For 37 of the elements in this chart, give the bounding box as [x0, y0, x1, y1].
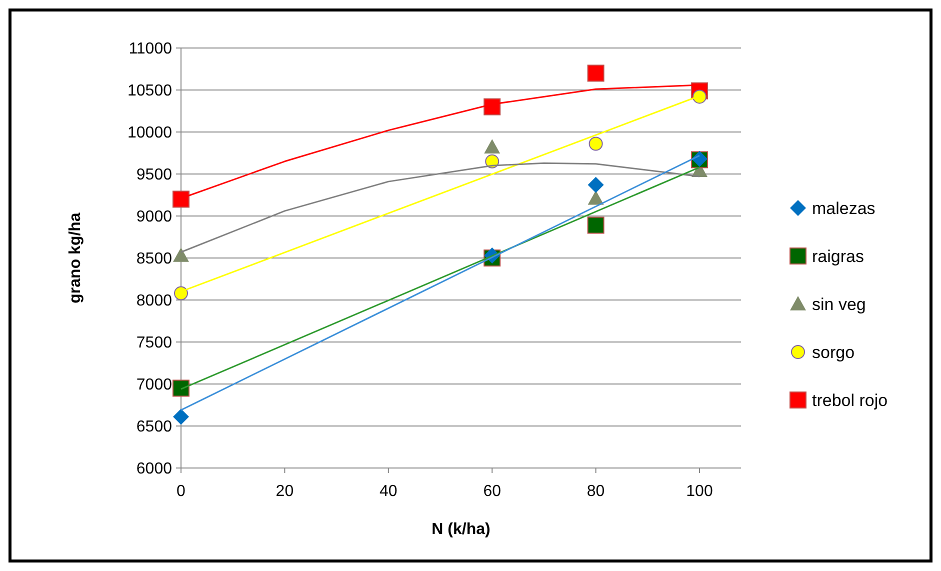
y-tick-label: 7000: [136, 376, 172, 394]
x-tick-label: 60: [483, 483, 502, 500]
legend-label: malezas: [812, 198, 876, 218]
point: [587, 216, 604, 234]
y-tick-label: 9000: [136, 208, 172, 226]
y-tick-label: 10500: [128, 82, 172, 100]
point: [173, 408, 189, 425]
legend-label: trebol rojo: [812, 390, 888, 410]
y-tick-label: 10000: [128, 124, 172, 142]
y-tick-label: 6500: [136, 418, 172, 436]
x-tick-label: 100: [686, 483, 713, 500]
x-tick-label: 40: [380, 483, 398, 500]
legend-label: sin veg: [812, 294, 866, 314]
point: [588, 190, 604, 205]
legend-label: raigras: [812, 246, 864, 266]
point: [172, 380, 190, 397]
point: [692, 90, 707, 104]
y-tick-label: 6000: [136, 460, 172, 478]
point: [172, 190, 190, 208]
point: [174, 286, 188, 300]
y-tick-label: 8500: [136, 250, 172, 268]
point: [484, 139, 500, 154]
point: [173, 247, 189, 262]
y-axis-title: grano kg/ha: [67, 212, 84, 304]
x-tick-label: 80: [586, 483, 605, 500]
y-tick-label: 8000: [136, 292, 172, 310]
legend-label: sorgo: [812, 342, 855, 362]
x-tick-label: 0: [176, 483, 186, 500]
x-axis-title: N (k/ha): [432, 521, 490, 538]
y-tick-label: 11000: [128, 40, 172, 58]
point: [587, 64, 604, 82]
x-tick-label: 20: [276, 483, 294, 500]
point: [484, 98, 501, 116]
y-tick-label: 7500: [136, 334, 172, 352]
y-tick-label: 9500: [136, 166, 172, 184]
point: [588, 176, 604, 193]
point: [588, 136, 603, 151]
